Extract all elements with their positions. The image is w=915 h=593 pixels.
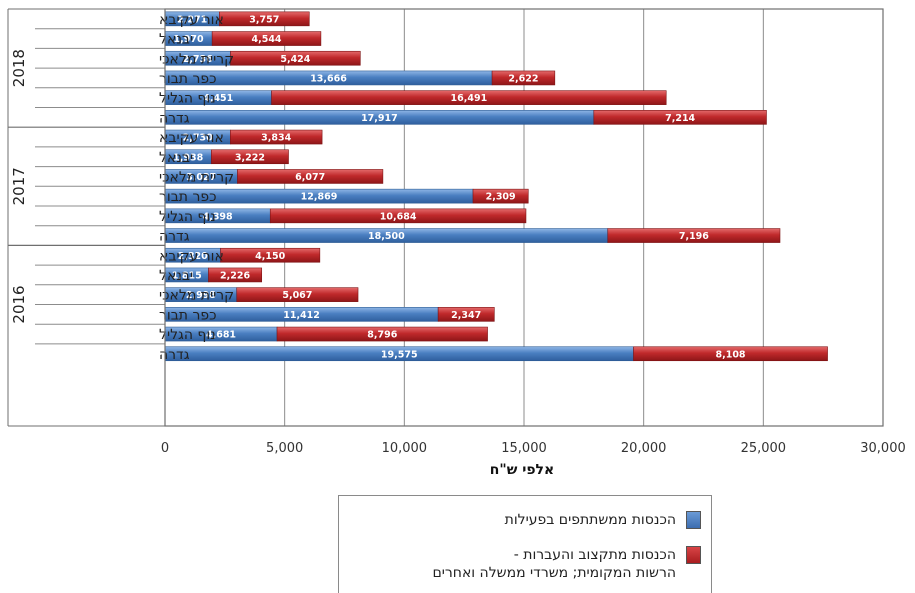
data-label-participants: 12,869: [301, 192, 338, 203]
data-label-participants: 2,271: [177, 14, 207, 25]
data-label-budget: 2,309: [486, 192, 516, 203]
year-group-label: 2016: [10, 285, 28, 323]
bar-budget: [220, 247, 321, 263]
data-label-budget: 3,834: [261, 133, 291, 144]
axes: 0 5,000 10,000 15,000 20,000 25,000 30,000 אור …: [7, 8, 906, 456]
x-tick-label: 20,000: [621, 441, 667, 456]
x-tick-label: 5,000: [266, 441, 303, 456]
x-tick-label: 15,000: [501, 441, 547, 456]
legend-item-participants: הכנסות ממשתתפים בפעילות: [376, 511, 701, 529]
data-label-participants: 2,730: [183, 133, 213, 144]
bar-budget: [633, 346, 828, 362]
data-label-participants: 18,500: [368, 231, 405, 242]
legend-swatch-budget: [686, 546, 701, 564]
category-label: אור עקיבא: [159, 248, 224, 264]
category-label: אור עקיבא: [159, 12, 224, 28]
category-label: אור עקיבא: [159, 130, 224, 146]
legend-label-budget-line2: הרשות המקומית; משרדי ממשלה ואחרים: [432, 565, 676, 581]
data-label-budget: 7,214: [665, 113, 695, 124]
data-label-participants: 2,998: [186, 290, 216, 301]
category-label: כפר תבור: [159, 307, 217, 323]
year-group-label: 2018: [10, 49, 28, 87]
data-label-budget: 3,757: [249, 14, 279, 25]
legend-label-budget: הכנסות מתקצוב והעברות - הרשות המקומית; מ…: [376, 546, 676, 582]
bar-budget: [276, 326, 488, 342]
data-label-budget: 3,222: [235, 152, 265, 163]
category-label: קריית מלאכי: [159, 288, 234, 304]
bar-budget: [236, 287, 359, 302]
category-label: נוף הגליל: [159, 327, 216, 343]
bar-budget: [472, 188, 529, 204]
data-label-budget: 8,108: [715, 349, 745, 360]
category-label: כפר תבור: [159, 189, 217, 205]
category-label: נוף הגליל: [159, 209, 216, 225]
data-label-participants: 1,815: [172, 270, 202, 281]
bar-budget: [230, 129, 323, 145]
legend-label-participants: הכנסות ממשתתפים בפעילות: [504, 512, 676, 528]
bar-budget: [211, 31, 322, 46]
data-label-budget: 4,544: [251, 34, 281, 45]
data-label-participants: 4,681: [206, 330, 236, 341]
bar-budget: [491, 70, 556, 86]
bar-budget: [208, 267, 263, 283]
bar-budget: [593, 110, 767, 125]
bars: [164, 11, 828, 362]
legend-swatch-participants: [686, 511, 701, 529]
category-label: יבנאל: [159, 268, 193, 284]
x-tick-label: 10,000: [382, 441, 428, 456]
data-label-budget: 7,196: [679, 231, 709, 242]
data-label-budget: 16,491: [451, 93, 488, 104]
category-label: קריית מלאכי: [159, 51, 234, 67]
legend-item-budget: הכנסות מתקצוב והעברות - הרשות המקומית; מ…: [376, 546, 701, 582]
data-label-participants: 13,666: [310, 73, 347, 84]
data-label-budget: 2,226: [220, 270, 250, 281]
data-label-participants: 4,451: [203, 93, 233, 104]
year-group-label: 2017: [10, 167, 28, 205]
x-tick-label: 30,000: [860, 441, 906, 456]
category-label: גדרה: [159, 229, 190, 245]
data-label-budget: 5,067: [282, 290, 312, 301]
bar-budget: [211, 149, 289, 165]
data-label-participants: 17,917: [361, 113, 398, 124]
category-label: גדרה: [159, 347, 190, 363]
bar-budget: [230, 50, 361, 66]
data-label-participants: 1,938: [173, 152, 203, 163]
category-label: יבנאל: [159, 32, 193, 48]
bar-budget: [269, 208, 527, 224]
data-label-budget: 10,684: [380, 211, 417, 222]
data-label-participants: 1,970: [174, 34, 204, 45]
data-label-participants: 2,736: [183, 54, 213, 65]
data-label-budget: 6,077: [295, 172, 325, 183]
bar-budget: [219, 11, 310, 27]
data-label-budget: 4,150: [255, 251, 285, 262]
bar-budget: [437, 307, 495, 322]
bar-budget: [237, 169, 384, 184]
data-label-participants: 2,320: [178, 251, 208, 262]
bar-budget: [271, 90, 667, 105]
legend: הכנסות ממשתתפים בפעילות הכנסות מתקצוב וה…: [338, 495, 712, 593]
legend-label-budget-line1: הכנסות מתקצוב והעברות -: [513, 547, 676, 563]
x-axis-title: אלפי ש"ח: [490, 462, 554, 478]
x-tick-label: 25,000: [741, 441, 787, 456]
category-label: קריית מלאכי: [159, 169, 234, 185]
data-label-budget: 2,347: [451, 310, 481, 321]
category-label: יבנאל: [159, 150, 193, 166]
data-label-participants: 11,412: [283, 310, 320, 321]
data-label-budget: 2,622: [508, 73, 538, 84]
data-label-participants: 19,575: [381, 349, 418, 360]
x-tick-label: 0: [161, 441, 169, 456]
data-label-participants: 4,398: [203, 211, 233, 222]
category-label: נוף הגליל: [159, 91, 216, 107]
plot-border: [164, 8, 884, 427]
bar-budget: [607, 228, 781, 243]
data-label-budget: 5,424: [280, 54, 310, 65]
data-label-budget: 8,796: [367, 330, 397, 341]
category-label: גדרה: [159, 110, 190, 126]
category-label: כפר תבור: [159, 71, 217, 87]
data-label-participants: 3,027: [186, 172, 216, 183]
